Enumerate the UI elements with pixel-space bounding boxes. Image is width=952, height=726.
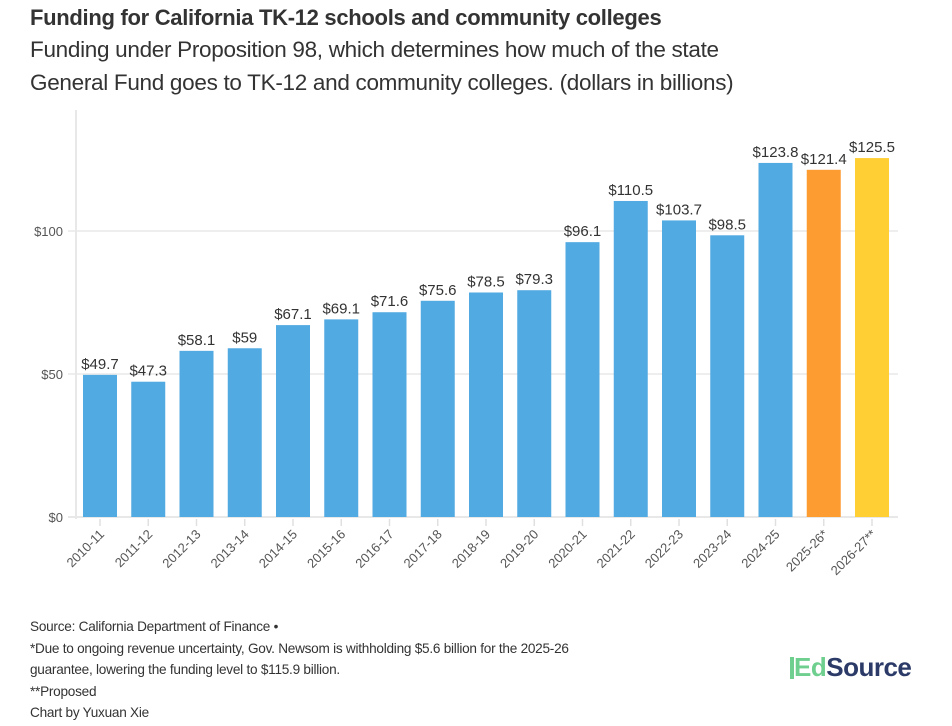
value-label: $123.8 (753, 144, 799, 161)
bar (517, 290, 552, 517)
chart-header: Funding for California TK-12 schools and… (30, 4, 940, 99)
x-tick-label: 2024-25 (738, 527, 782, 571)
bar (855, 158, 889, 517)
value-label: $49.7 (81, 356, 119, 373)
x-tick-label: 2017-18 (401, 527, 445, 571)
value-label: $98.5 (708, 216, 746, 233)
bar (613, 200, 648, 517)
x-tick-label: 2016-17 (352, 527, 396, 571)
chart-footer: Source: California Department of Finance… (30, 616, 569, 724)
x-tick-label: 2026-27** (828, 527, 879, 578)
bar (806, 169, 841, 517)
footnote-withholding-line-1: *Due to ongoing revenue uncertainty, Gov… (30, 640, 569, 656)
value-label: $69.1 (322, 300, 360, 317)
x-tick-label: 2014-15 (256, 527, 300, 571)
value-label: $96.1 (564, 223, 602, 240)
x-tick-label: 2025-26* (783, 527, 831, 575)
x-tick-label: 2023-24 (690, 527, 734, 571)
value-label: $103.7 (656, 201, 702, 218)
x-axis: 2010-11 2011-12 2012-13 2013-14 2014-15 2015-… (63, 519, 879, 578)
edsource-logo: Ed Source (790, 652, 912, 683)
x-tick-label: 2022-23 (642, 527, 686, 571)
value-label: $78.5 (467, 273, 505, 290)
value-label: $71.6 (371, 293, 409, 310)
bar (227, 348, 262, 517)
x-tick-label: 2021-22 (594, 527, 638, 571)
footnote-withholding-line-2: guarantee, lowering the funding level to… (30, 662, 340, 677)
value-label: $79.3 (515, 271, 553, 288)
footnote-proposed: **Proposed (30, 683, 97, 699)
value-label: $58.1 (178, 332, 216, 349)
x-tick-label: 2018-19 (449, 527, 493, 571)
bar (83, 374, 117, 517)
y-tick-label: $50 (41, 367, 63, 382)
subtitle-line-1: Funding under Proposition 98, which dete… (30, 37, 719, 62)
y-axis: $0 $50 $100 (34, 110, 77, 525)
value-label: $75.6 (419, 282, 457, 299)
bar (372, 312, 407, 517)
logo-ed-text: Ed (794, 652, 827, 682)
bar (565, 242, 600, 518)
source-note: Source: California Department of Finance… (30, 619, 279, 634)
book-spine-icon (790, 656, 794, 679)
bar (324, 319, 359, 517)
bar (420, 300, 455, 517)
bar-chart: $0 $50 $100 $49.7 $47.3 $58.1 $59 $67.1 $69.1 $7… (34, 110, 898, 578)
bar (131, 381, 166, 517)
bar (662, 220, 696, 517)
value-label: $59 (232, 329, 257, 346)
y-tick-label: $100 (34, 224, 63, 239)
x-tick-label: 2020-21 (545, 527, 589, 571)
x-tick-label: 2019-20 (497, 527, 541, 571)
x-tick-label: 2013-14 (208, 527, 252, 571)
value-label: $47.3 (129, 363, 167, 380)
logo-source-text: Source (826, 652, 912, 682)
bars (83, 158, 889, 518)
bar (758, 162, 793, 517)
x-tick-label: 2012-13 (159, 527, 203, 571)
bar (710, 235, 745, 517)
y-tick-label: $0 (49, 510, 63, 525)
x-tick-label: 2010-11 (63, 527, 107, 571)
value-label: $125.5 (849, 139, 895, 156)
value-labels: $49.7 $47.3 $58.1 $59 $67.1 $69.1 $71.6 $75.6 $7… (81, 139, 895, 380)
bar (469, 292, 503, 517)
value-label: $110.5 (608, 182, 653, 199)
chart-title: Funding for California TK-12 schools and… (30, 5, 662, 30)
chart-credit: Chart by Yuxuan Xie (30, 705, 149, 720)
bar (179, 350, 214, 517)
chart-subtitle: Funding under Proposition 98, which dete… (30, 33, 940, 99)
value-label: $121.4 (801, 151, 847, 168)
value-label: $67.1 (274, 306, 312, 323)
x-tick-label: 2015-16 (304, 527, 348, 571)
x-tick-label: 2011-12 (112, 527, 156, 571)
bar (276, 325, 310, 517)
subtitle-line-2: General Fund goes to TK-12 and community… (30, 70, 734, 95)
